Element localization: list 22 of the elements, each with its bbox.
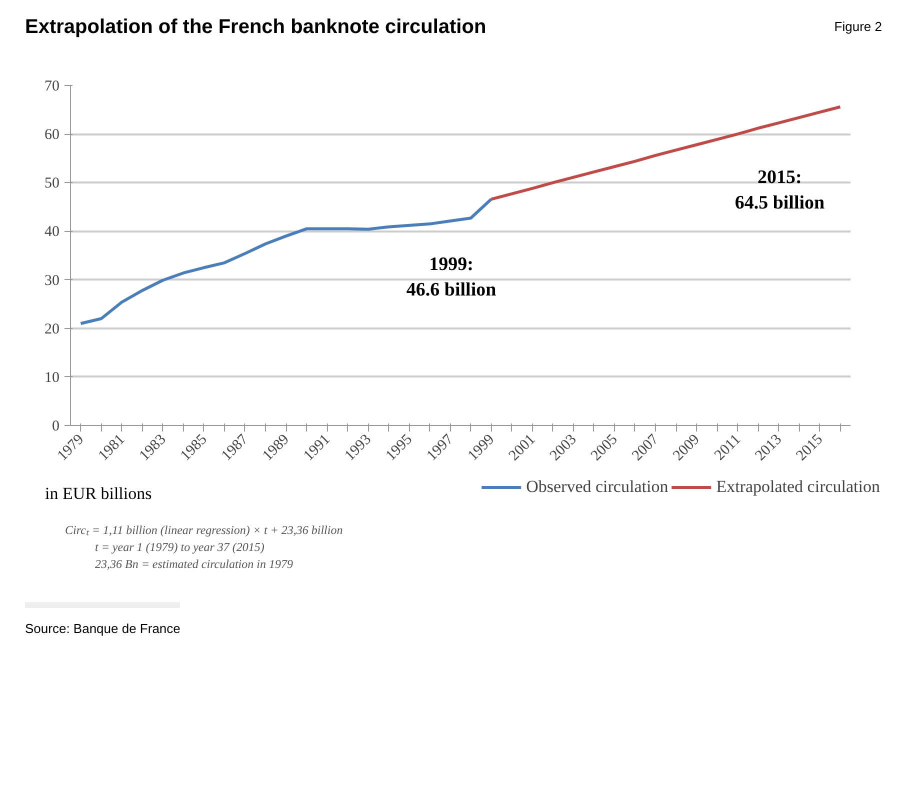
text: t = year 1 (1979) to year 37 (2015) [95, 539, 266, 556]
text: 23,36 Bn = estimated circulation in 1979 [95, 556, 294, 574]
annotation: 1999: 46.6 billion [406, 254, 497, 300]
chart-subtitle: Figure 2 [834, 18, 882, 36]
y-tick-label: 0 [52, 418, 60, 434]
x-tick-label: 2011 [712, 432, 744, 464]
source-note: Source: Banque de France [25, 602, 180, 639]
y-tick-label: 30 [44, 272, 60, 289]
x-tick-label: 1981 [96, 432, 128, 464]
text: in EUR billions [45, 483, 152, 505]
y-tick-label: 50 [44, 176, 60, 192]
chart-title: Extrapolation of the French banknote circulation [25, 15, 486, 40]
y-tick-label: 10 [44, 370, 60, 386]
y-tick-label: 40 [44, 224, 60, 240]
y-tick-label: 20 [44, 321, 60, 338]
text: Circₜ = 1,11 billion (linear regression) × t + 23,36 billion [65, 522, 343, 539]
legend-label: Observed circulation [526, 477, 668, 497]
y-tick-label: 60 [44, 127, 60, 144]
annotation: 2015: 64.5 billion [734, 167, 826, 214]
x-tick-label: 1991 [300, 432, 334, 464]
y-tick-label: 70 [44, 78, 60, 94]
legend-label: Extrapolated circulation [716, 477, 880, 497]
